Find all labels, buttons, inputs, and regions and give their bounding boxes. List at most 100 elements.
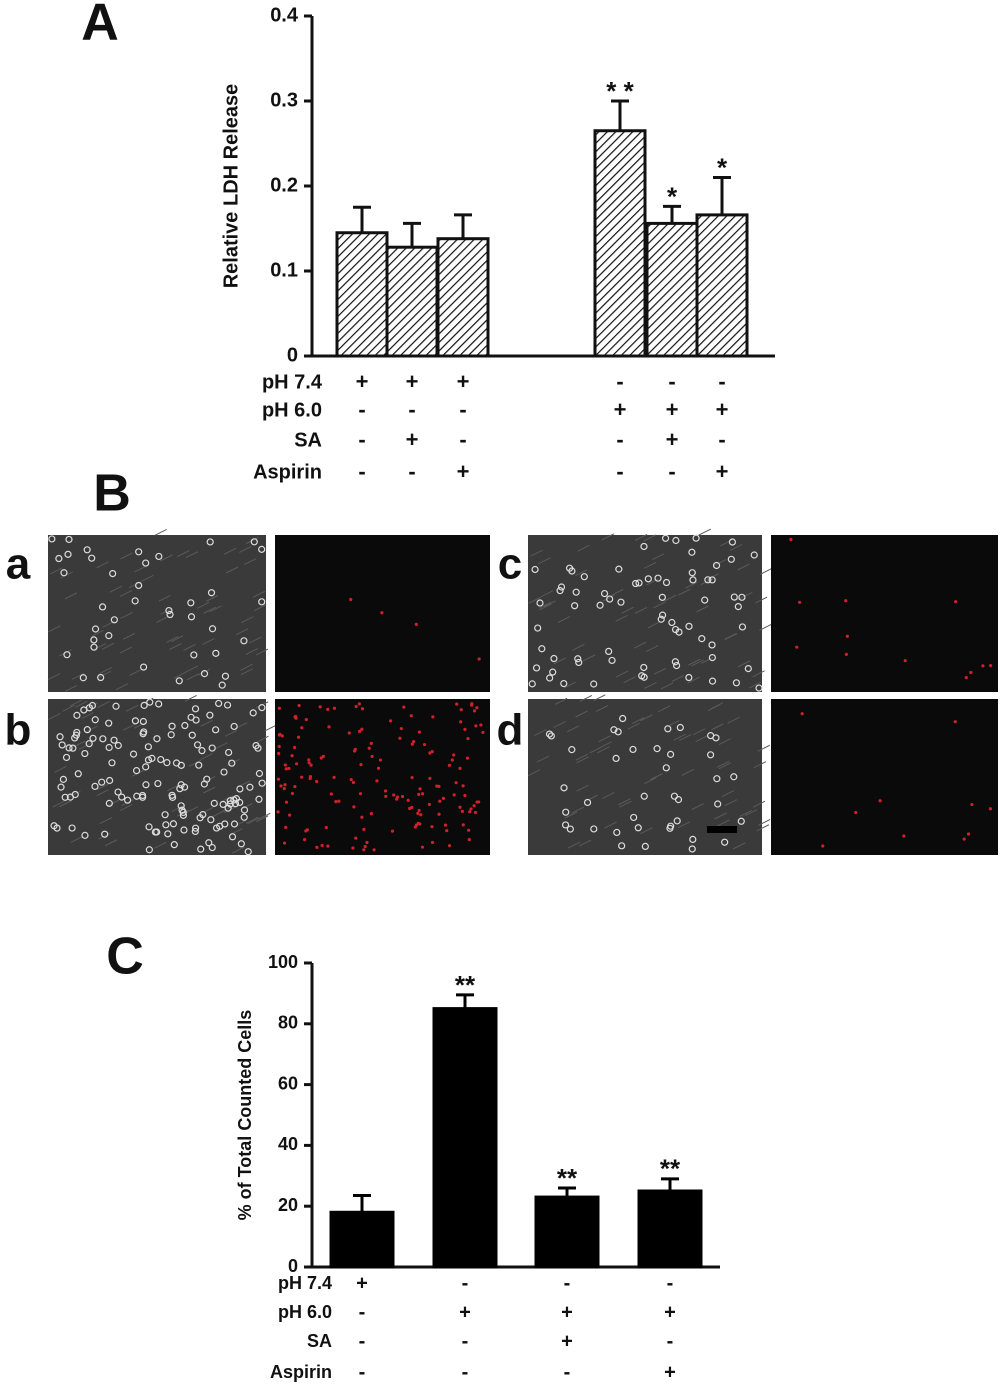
cell-streak [160,554,173,562]
cell [612,754,620,762]
cell [707,731,715,740]
cell-streak [68,790,81,798]
cell [422,742,427,747]
cell [56,733,64,741]
cell [226,797,234,805]
cell [89,734,97,742]
y-tick-label: 0.3 [270,89,298,111]
cell-streak [685,581,698,589]
cell [458,805,462,809]
condition-sign: + [664,1301,676,1323]
significance-label: ** [557,1163,578,1193]
cell-streak [141,574,154,582]
cell-streak [249,636,262,644]
cell-streak [718,762,732,770]
cell-streak [634,607,648,614]
cell-streak [695,735,709,743]
cell [367,746,371,750]
cell [210,799,218,807]
cell-streak [97,701,110,709]
cell [608,656,616,665]
cell [249,709,257,717]
condition-sign: - [408,397,415,422]
cell [279,784,283,788]
cell-streak [104,839,118,847]
cell-streak [120,552,133,560]
cell [844,652,848,657]
cell [473,810,478,815]
scale-bar [707,826,737,833]
cell [358,792,363,796]
cell [964,675,968,680]
cell [354,704,358,709]
cell [178,806,186,814]
cell [187,713,195,721]
cell [83,546,91,554]
cell-streak [597,746,610,754]
cell [135,548,143,556]
cell-streak [245,537,259,545]
cell-streak [756,824,770,832]
cell [412,740,416,744]
condition-sign: + [716,397,729,422]
cell [359,763,363,767]
cell-streak [757,744,770,752]
cell-streak [154,529,167,536]
condition-sign: + [406,427,419,452]
cell [98,603,107,611]
cell [613,828,621,837]
cell [294,762,299,766]
cell-streak [197,668,211,676]
cell [139,717,147,726]
cell [145,823,153,831]
cell [65,744,73,752]
bar [432,1007,498,1269]
cell [360,727,364,731]
cell [546,674,554,682]
cell [450,758,454,762]
micrograph [771,535,998,692]
cell [590,825,598,833]
cell [369,812,373,816]
cell [463,793,467,798]
cell [547,732,555,740]
cell [258,598,266,606]
cell-streak [264,724,277,732]
cell [132,767,141,775]
cell-streak [585,794,598,802]
cell [668,618,676,627]
cell-streak [650,773,663,781]
cell [315,779,319,784]
cell [219,800,227,809]
cell [157,755,165,764]
condition-sign: - [359,1301,366,1323]
cell [800,712,804,716]
cell-streak [577,544,590,552]
cell [297,703,301,708]
condition-sign: - [616,369,623,394]
cell [376,766,381,770]
cell [575,658,583,667]
cell-streak [732,842,746,850]
cell [277,706,281,710]
cell-streak [598,735,611,743]
cell [528,680,536,688]
cell [704,576,712,584]
cell-streak [253,604,267,612]
condition-sign: + [666,397,679,422]
cell [287,766,291,771]
cell [168,722,176,730]
cell [712,561,721,570]
cell-streak [75,700,88,708]
cell-streak [721,790,735,797]
cell [562,808,570,816]
cell [255,795,263,803]
bar [436,237,490,358]
cell [318,705,322,709]
y-tick-label: 60 [278,1073,298,1093]
cell [644,575,652,583]
cell [190,651,198,659]
cell-streak [209,605,222,613]
cell-streak [752,800,766,808]
cell-streak [593,694,606,702]
